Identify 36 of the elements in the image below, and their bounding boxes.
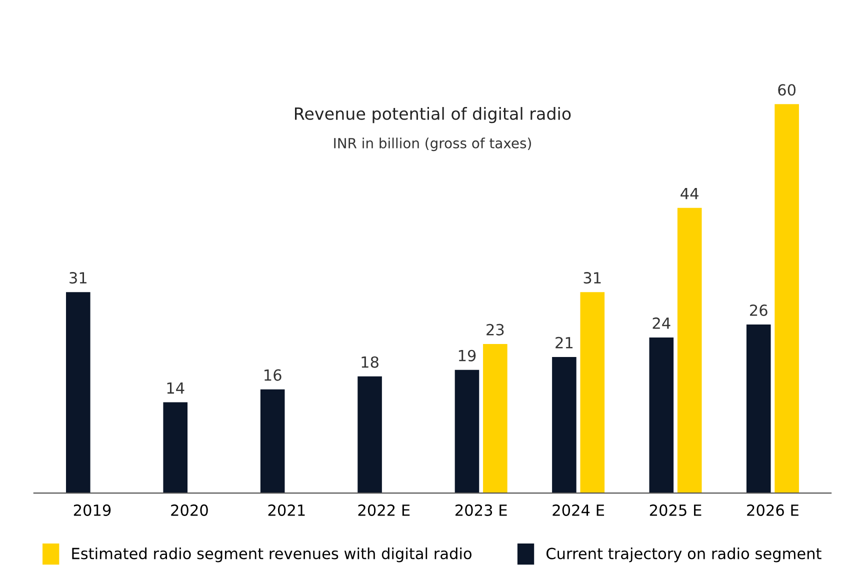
bar: [454, 370, 480, 494]
data-label: 44: [680, 188, 698, 200]
data-label: 19: [458, 350, 476, 362]
data-label: 31: [70, 272, 86, 284]
bar: [774, 104, 799, 494]
data-label: 18: [362, 356, 378, 368]
x-tick-label: 2025 E: [650, 504, 702, 516]
data-label: 16: [264, 369, 282, 381]
x-tick-label: 2021: [268, 504, 305, 516]
legend-label: Current trajectory on radio segment: [546, 547, 822, 562]
data-label: 31: [584, 272, 601, 284]
data-label: 23: [486, 324, 504, 336]
x-tick-label: 2022 E: [358, 504, 410, 516]
x-tick-label: 2019: [74, 504, 111, 516]
bar: [677, 208, 702, 494]
data-label: 24: [652, 317, 670, 329]
bar: [66, 292, 90, 494]
bar: [163, 402, 188, 494]
bar: [649, 338, 674, 494]
chart-title: Revenue potential of digital radio: [294, 107, 571, 124]
x-tick-label: 2024 E: [552, 504, 604, 516]
legend-label: Estimated radio segment revenues with digital radio: [72, 547, 472, 562]
bar: [483, 344, 508, 494]
data-label: 14: [167, 382, 184, 394]
x-tick-label: 2023 E: [456, 504, 507, 516]
x-tick-label: 2020: [171, 504, 208, 516]
data-label: 26: [750, 304, 768, 316]
text: INR in billion (gross of taxes): [334, 138, 531, 152]
bar: [580, 292, 605, 494]
data-label: 60: [778, 84, 796, 96]
bar: [552, 356, 576, 494]
bar: [358, 376, 382, 494]
bar: [746, 324, 771, 494]
bar: [260, 389, 285, 494]
x-tick-label: 2026 E: [747, 504, 798, 516]
data-label: 21: [556, 336, 573, 348]
